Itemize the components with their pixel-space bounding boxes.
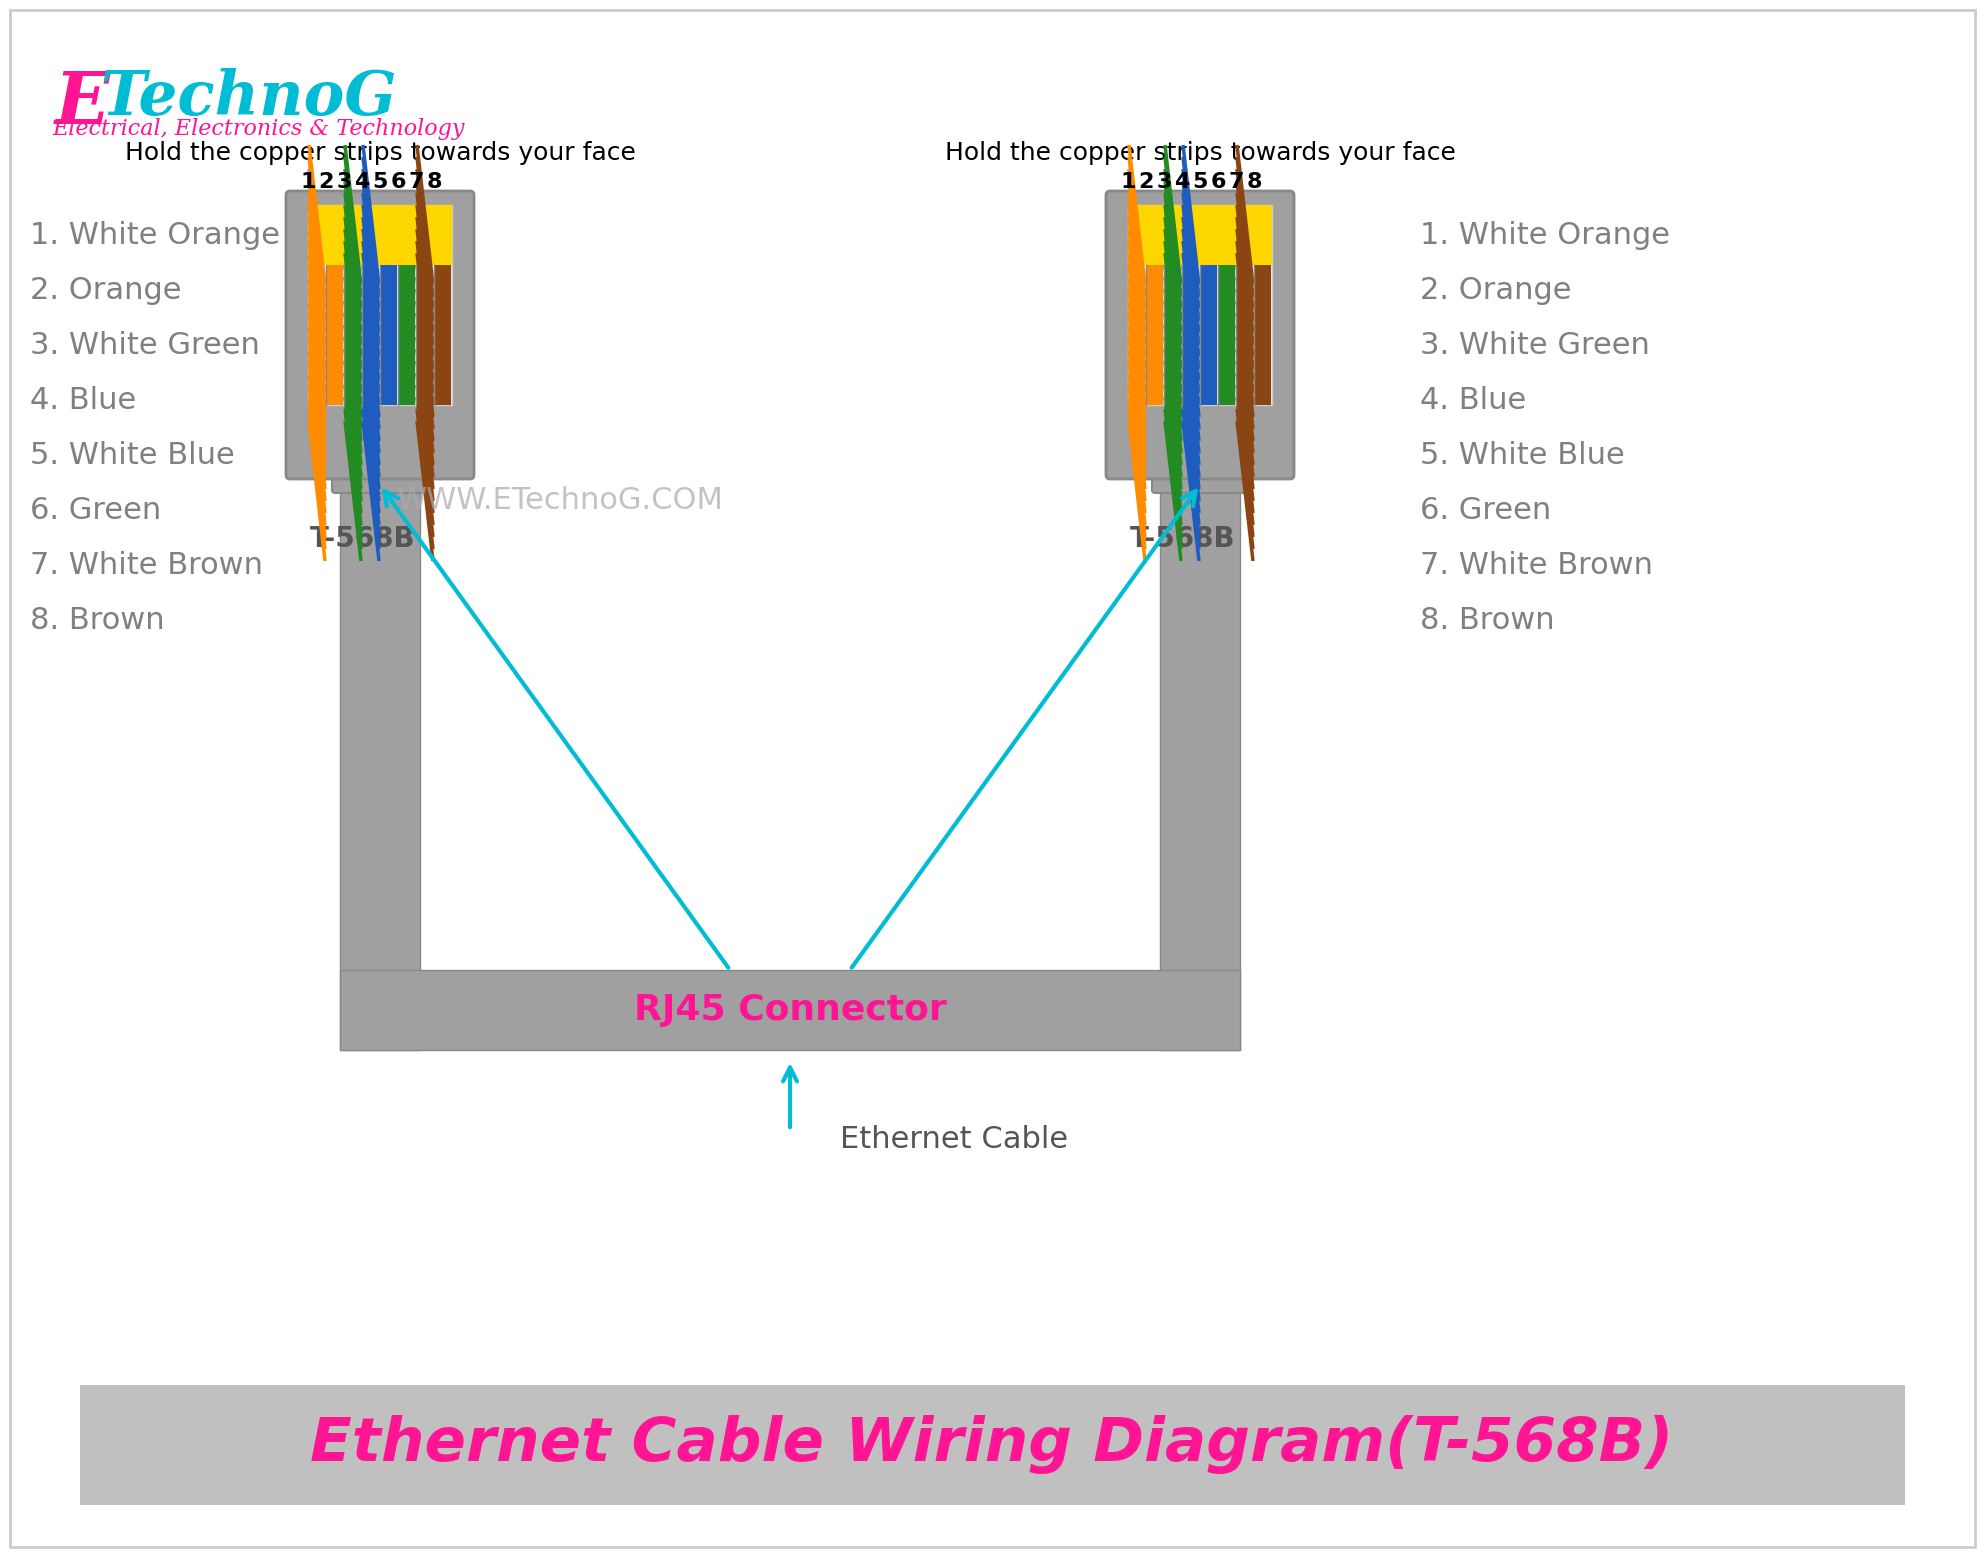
FancyBboxPatch shape	[1151, 442, 1249, 494]
Text: T-568B: T-568B	[1129, 525, 1235, 553]
Bar	[1147, 265, 1163, 405]
Text: RJ45 Connector: RJ45 Connector	[633, 993, 947, 1028]
Text: Electrical, Electronics & Technology: Electrical, Electronics & Technology	[52, 118, 464, 140]
Text: 7: 7	[409, 171, 423, 192]
Text: 5: 5	[1193, 171, 1207, 192]
Text: 2: 2	[318, 171, 333, 192]
Text: 1: 1	[1120, 171, 1135, 192]
Text: 4: 4	[1175, 171, 1189, 192]
Text: 8: 8	[427, 171, 443, 192]
Text: 2. Orange: 2. Orange	[1419, 276, 1572, 305]
Bar	[339, 970, 1241, 1049]
Text: Hold the copper strips towards your face: Hold the copper strips towards your face	[945, 142, 1455, 165]
Text: E: E	[56, 69, 109, 139]
Text: 1. White Orange: 1. White Orange	[1419, 221, 1669, 249]
Text: 2: 2	[1137, 171, 1153, 192]
FancyBboxPatch shape	[1106, 192, 1294, 480]
Text: Ethernet Cable Wiring Diagram(T-568B): Ethernet Cable Wiring Diagram(T-568B)	[310, 1415, 1673, 1474]
Bar	[339, 466, 421, 1049]
Bar	[1255, 265, 1270, 405]
Text: T-568B: T-568B	[310, 525, 415, 553]
Text: 3. White Green: 3. White Green	[30, 330, 260, 360]
Bar	[1159, 466, 1241, 1049]
Bar	[1183, 265, 1199, 405]
Text: 1: 1	[300, 171, 316, 192]
Text: Hold the copper strips towards your face: Hold the copper strips towards your face	[125, 142, 635, 165]
Text: 5. White Blue: 5. White Blue	[30, 441, 234, 470]
Text: 6. Green: 6. Green	[30, 495, 161, 525]
Text: 3: 3	[335, 171, 351, 192]
Bar	[310, 265, 326, 405]
Bar	[399, 265, 415, 405]
Bar	[328, 265, 343, 405]
Bar	[435, 265, 451, 405]
Text: 7: 7	[1229, 171, 1245, 192]
Text: 2. Orange: 2. Orange	[30, 276, 181, 305]
Bar	[308, 206, 453, 265]
Text: Ethernet Cable: Ethernet Cable	[840, 1126, 1068, 1154]
Text: 5. White Blue: 5. White Blue	[1419, 441, 1626, 470]
Bar	[417, 265, 433, 405]
Text: 1. White Orange: 1. White Orange	[30, 221, 280, 249]
Bar	[1127, 206, 1272, 265]
Text: 3. White Green: 3. White Green	[1419, 330, 1650, 360]
Bar	[1201, 265, 1217, 405]
Text: 4. Blue: 4. Blue	[1419, 386, 1526, 414]
FancyBboxPatch shape	[331, 442, 429, 494]
Bar	[1127, 206, 1272, 405]
Bar	[308, 206, 453, 405]
Bar	[345, 265, 361, 405]
FancyBboxPatch shape	[286, 192, 474, 480]
Text: 3: 3	[1157, 171, 1171, 192]
Text: 6. Green: 6. Green	[1419, 495, 1550, 525]
Text: 4. Blue: 4. Blue	[30, 386, 137, 414]
Bar	[1237, 265, 1253, 405]
Text: 7. White Brown: 7. White Brown	[30, 551, 262, 579]
Bar	[1129, 265, 1145, 405]
Bar	[1219, 265, 1235, 405]
Text: 6: 6	[1211, 171, 1227, 192]
Text: WWW.ETechnoG.COM: WWW.ETechnoG.COM	[397, 486, 723, 514]
Bar	[79, 1386, 1906, 1506]
Text: 8. Brown: 8. Brown	[30, 606, 165, 635]
Bar	[363, 265, 379, 405]
Text: 4: 4	[353, 171, 369, 192]
Text: 5: 5	[373, 171, 387, 192]
Bar	[1165, 265, 1181, 405]
Text: 8: 8	[1247, 171, 1262, 192]
Text: TechnoG: TechnoG	[99, 69, 397, 128]
Text: 8. Brown: 8. Brown	[1419, 606, 1554, 635]
Text: 6: 6	[391, 171, 405, 192]
Bar	[381, 265, 397, 405]
Text: 7. White Brown: 7. White Brown	[1419, 551, 1654, 579]
